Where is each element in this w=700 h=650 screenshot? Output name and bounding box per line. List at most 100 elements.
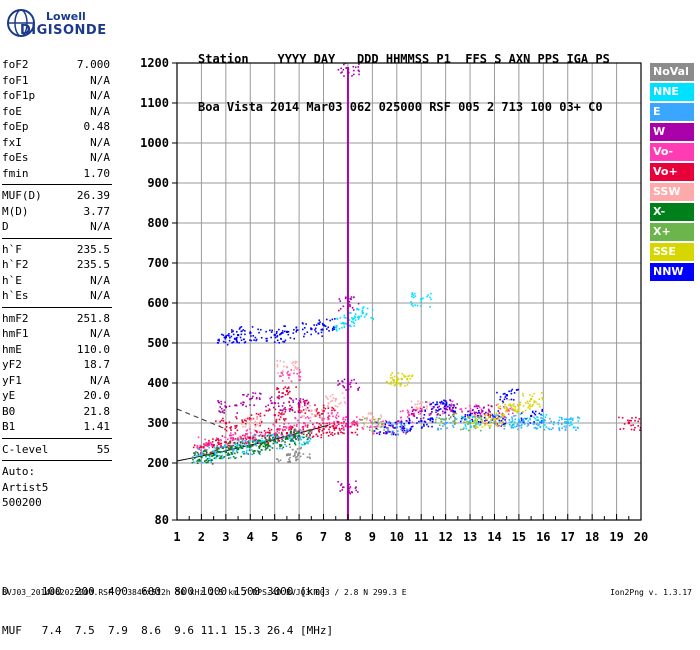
data-point [453,413,456,415]
data-point [241,330,243,333]
data-point [249,440,251,442]
data-point [265,443,268,446]
data-point [227,334,229,337]
data-point [294,452,296,454]
data-point [293,429,296,431]
data-point [259,398,261,401]
data-point [229,442,231,444]
data-point [282,429,284,432]
data-point [507,413,510,415]
data-point [240,446,243,449]
data-point [272,442,275,445]
data-point [235,340,238,342]
data-point [471,412,474,415]
data-point [501,412,504,415]
data-point [469,420,472,423]
data-point [321,412,324,415]
data-point [276,335,278,338]
data-point [286,453,288,456]
data-point [627,421,630,423]
data-point [218,446,220,449]
data-point [511,408,513,411]
legend-item: NNW [650,263,694,281]
data-point [427,413,430,415]
data-point [489,422,491,425]
data-point [299,376,302,378]
data-point [244,443,246,446]
data-point [413,413,415,415]
data-point [345,416,347,418]
data-point [261,449,263,451]
data-point [484,424,486,427]
data-point [353,420,355,422]
data-point [497,406,500,409]
data-point [342,323,345,325]
data-point [411,413,414,415]
data-point [331,422,333,425]
data-point [228,333,230,335]
data-point [206,443,209,445]
data-point [511,404,514,407]
data-point [543,418,545,421]
data-point [288,377,290,379]
data-point [290,440,293,442]
data-point [301,430,303,432]
param-row: foF2 7.000 [2,57,112,73]
data-point [358,70,360,73]
data-point [461,415,463,418]
data-point [321,322,324,325]
data-point [454,410,456,413]
data-point [545,414,548,416]
data-point [382,422,384,425]
chart-grid [176,62,642,520]
data-point [297,453,299,456]
data-point [385,380,388,383]
data-point [451,413,454,416]
data-point [520,412,523,414]
data-point [289,446,291,448]
data-point [320,328,323,331]
data-point [516,423,519,426]
data-point [224,441,228,444]
data-point [324,407,327,410]
data-point [547,427,550,430]
data-point [285,432,289,435]
data-point [440,418,442,420]
data-point [293,369,296,372]
data-point [557,423,560,426]
data-point [343,326,346,329]
data-point [432,406,435,409]
data-point [535,401,537,403]
data-point [431,406,434,409]
data-point [193,461,195,463]
data-point [634,426,636,429]
data-point [472,422,474,424]
data-point [235,338,237,341]
data-point [308,429,311,431]
data-point [453,420,456,422]
data-point [534,426,537,429]
data-point [500,416,502,419]
data-point [372,317,375,320]
data-point [465,427,468,430]
data-point [395,380,398,383]
data-point [305,323,307,325]
data-point [356,433,359,436]
data-point [265,438,267,441]
data-point [414,295,417,297]
data-point [281,392,284,394]
data-point [326,431,328,434]
data-point [196,451,199,454]
data-point [480,411,483,414]
data-point [216,438,219,441]
data-point [340,484,342,486]
data-point [474,413,477,416]
data-point [484,419,486,422]
param-value: 1.41 [83,420,111,433]
data-point [299,455,302,458]
data-point [392,424,394,427]
data-point [501,402,504,405]
data-point [253,429,256,431]
data-point [331,399,333,402]
digisonde-logo: Lowell DIGISONDE [6,6,106,46]
